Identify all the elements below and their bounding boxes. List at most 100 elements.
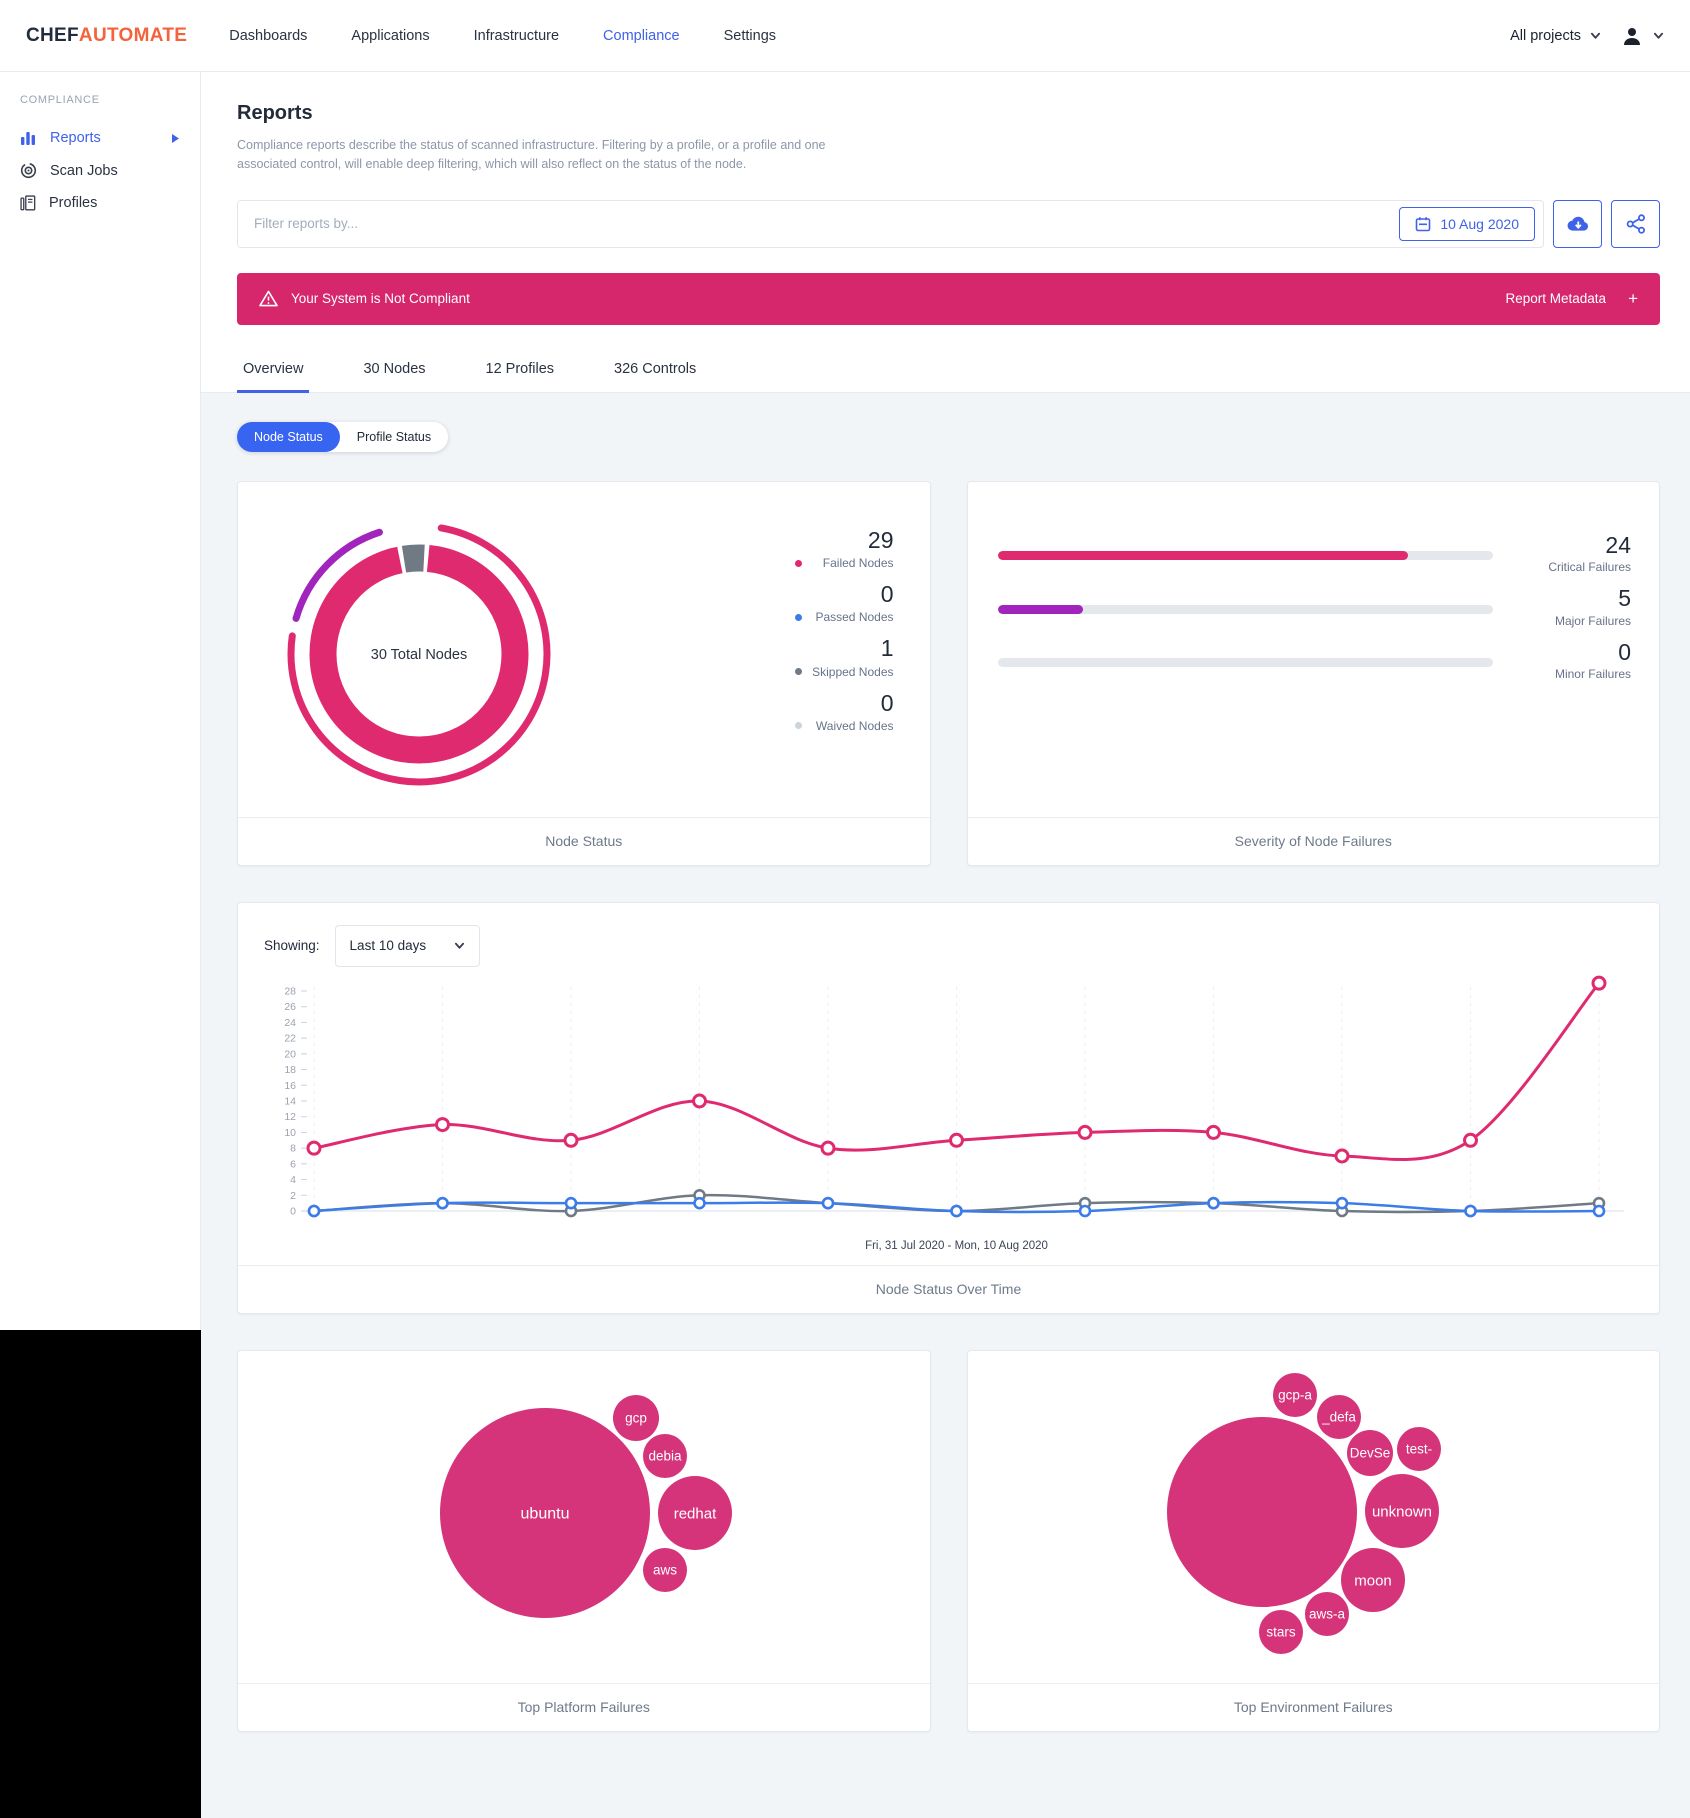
- svg-text:6: 6: [290, 1158, 296, 1170]
- svg-text:10: 10: [284, 1127, 296, 1139]
- legend-dot: [795, 722, 803, 730]
- bubble-redhat[interactable]: redhat: [658, 1475, 732, 1550]
- svg-text:20: 20: [284, 1048, 296, 1060]
- share-report-button[interactable]: [1611, 199, 1660, 248]
- sidebar: COMPLIANCE Reports Scan Jobs Profiles: [0, 72, 201, 1330]
- bubble-test[interactable]: test-: [1396, 1426, 1441, 1471]
- bubble-debia[interactable]: debia: [643, 1433, 687, 1478]
- node-status-over-time-card: Showing: Last 10 days 0 2 4 6 8 10 12 14 16 18 20 2…: [237, 901, 1660, 1314]
- date-picker-button[interactable]: 10 Aug 2020: [1399, 206, 1535, 241]
- svg-text:2: 2: [290, 1190, 296, 1202]
- page-title: Reports: [237, 102, 313, 124]
- severity-bars: 24 Critical Failures 5 Major Failures 0 …: [968, 482, 1660, 817]
- profiles-icon: [20, 195, 36, 211]
- legend-dot: [795, 613, 803, 621]
- expand-metadata-button[interactable]: +: [1628, 288, 1638, 308]
- bubble-stars[interactable]: stars: [1258, 1609, 1303, 1654]
- legend-dot: [795, 559, 803, 567]
- viewport-black-area: [0, 1330, 201, 1818]
- projects-selector[interactable]: All projects: [1510, 27, 1581, 44]
- filter-reports-input[interactable]: [254, 216, 1400, 232]
- svg-text:16: 16: [284, 1080, 296, 1092]
- report-metadata-label[interactable]: Report Metadata: [1505, 291, 1607, 307]
- chevron-down-icon: [455, 943, 465, 949]
- sidebar-item-scan-jobs[interactable]: Scan Jobs: [0, 154, 200, 187]
- toggle-node-status[interactable]: Node Status: [237, 421, 340, 452]
- filter-row: 10 Aug 2020: [237, 199, 1660, 248]
- bubble-unknown[interactable]: unknown: [1364, 1473, 1439, 1548]
- severity-fill: [997, 551, 1408, 561]
- tab-30-nodes[interactable]: 30 Nodes: [363, 360, 426, 377]
- node-status-legend: 29 Failed Nodes 0 Passed Nodes 1 Skipped N…: [789, 527, 894, 745]
- svg-text:12: 12: [284, 1111, 296, 1123]
- bubble-unlabeled[interactable]: [1166, 1416, 1357, 1607]
- bubble-aws[interactable]: aws: [643, 1547, 687, 1592]
- tab-12-profiles[interactable]: 12 Profiles: [485, 360, 555, 377]
- report-tabs: Overview 30 Nodes 12 Profiles 326 Controls: [201, 325, 1690, 393]
- banner-message: Your System is Not Compliant: [291, 291, 470, 307]
- legend-entry-passed-nodes: 0 Passed Nodes: [789, 581, 894, 624]
- severity-label: Major Failures: [1554, 613, 1631, 628]
- legend-label: Skipped Nodes: [812, 664, 894, 679]
- legend-entry-failed-nodes: 29 Failed Nodes: [789, 527, 894, 571]
- download-report-button[interactable]: [1553, 199, 1602, 248]
- svg-text:26: 26: [284, 1001, 296, 1013]
- severity-track: [997, 551, 1493, 561]
- bubble-aws-a[interactable]: aws-a: [1304, 1591, 1349, 1636]
- bubble-label: unknown: [1371, 1503, 1431, 1520]
- node-status-donut-chart[interactable]: 30 Total Nodes: [256, 494, 586, 814]
- severity-card: 24 Critical Failures 5 Major Failures 0 …: [966, 480, 1660, 866]
- toggle-profile-status[interactable]: Profile Status: [356, 429, 432, 444]
- bubble-label: aws: [653, 1562, 677, 1577]
- main-nav: Dashboards Applications Infrastructure Comp…: [229, 28, 776, 44]
- chevron-down-icon[interactable]: [1653, 30, 1664, 41]
- bubble-label: redhat: [674, 1505, 717, 1522]
- severity-value: 24: [1605, 531, 1631, 558]
- severity-label: Minor Failures: [1554, 667, 1631, 682]
- nav-link-applications[interactable]: Applications: [351, 27, 430, 44]
- filter-box: 10 Aug 2020: [237, 199, 1544, 248]
- topnav-right: All projects: [1510, 24, 1664, 48]
- arrow-right-icon: [172, 133, 179, 143]
- sidebar-item-profiles[interactable]: Profiles: [0, 187, 200, 219]
- donut-center-label: 30 Total Nodes: [371, 647, 467, 663]
- svg-text:4: 4: [290, 1174, 296, 1186]
- legend-label: Failed Nodes: [822, 556, 894, 571]
- bubble-devse[interactable]: DevSe: [1346, 1429, 1393, 1476]
- platform-bubble-chart[interactable]: ubuntu gcp debia redhat aws: [238, 1351, 930, 1683]
- tab-326-controls[interactable]: 326 Controls: [614, 360, 697, 377]
- top-platform-failures-card: ubuntu gcp debia redhat aws Top Platform Fai…: [237, 1349, 931, 1732]
- bubble-defa[interactable]: _defa: [1316, 1394, 1361, 1439]
- chart-caption: Top Platform Failures: [238, 1682, 930, 1731]
- legend-value: 1: [880, 635, 894, 662]
- nav-link-dashboards[interactable]: Dashboards: [229, 27, 308, 44]
- bubble-label: aws-a: [1308, 1606, 1345, 1621]
- nav-link-compliance[interactable]: Compliance: [603, 27, 680, 44]
- sidebar-section-label: COMPLIANCE: [20, 94, 100, 106]
- person-icon[interactable]: [1620, 24, 1644, 48]
- sidebar-item-label: Scan Jobs: [50, 162, 118, 179]
- logo-automate: AUTOMATE: [78, 24, 188, 46]
- chevron-down-icon[interactable]: [1590, 30, 1601, 41]
- chart-caption: Node Status: [238, 816, 930, 865]
- severity-label: Critical Failures: [1548, 560, 1631, 575]
- bubble-label: stars: [1266, 1624, 1296, 1639]
- bubble-ubuntu[interactable]: ubuntu: [440, 1407, 650, 1618]
- severity-value: 5: [1618, 585, 1631, 612]
- severity-fill: [997, 604, 1083, 614]
- sidebar-item-reports[interactable]: Reports: [0, 122, 200, 154]
- tab-overview[interactable]: Overview: [237, 351, 310, 393]
- chart-caption: Top Environment Failures: [967, 1682, 1659, 1731]
- sidebar-item-label: Reports: [50, 130, 101, 146]
- bubble-label: gcp: [625, 1410, 647, 1425]
- nav-link-infrastructure[interactable]: Infrastructure: [473, 27, 560, 44]
- bubble-label: gcp-a: [1278, 1387, 1312, 1402]
- bubble-moon[interactable]: moon: [1340, 1547, 1405, 1612]
- bubble-gcp[interactable]: gcp: [613, 1394, 659, 1441]
- environment-bubble-chart[interactable]: gcp-a _defa DevSe test-unknown moon aws-a star…: [968, 1351, 1658, 1683]
- bubble-gcp-a[interactable]: gcp-a: [1272, 1372, 1317, 1417]
- nav-link-settings[interactable]: Settings: [723, 27, 777, 44]
- date-range-select[interactable]: Last 10 days: [334, 924, 481, 967]
- svg-text:18: 18: [284, 1064, 296, 1076]
